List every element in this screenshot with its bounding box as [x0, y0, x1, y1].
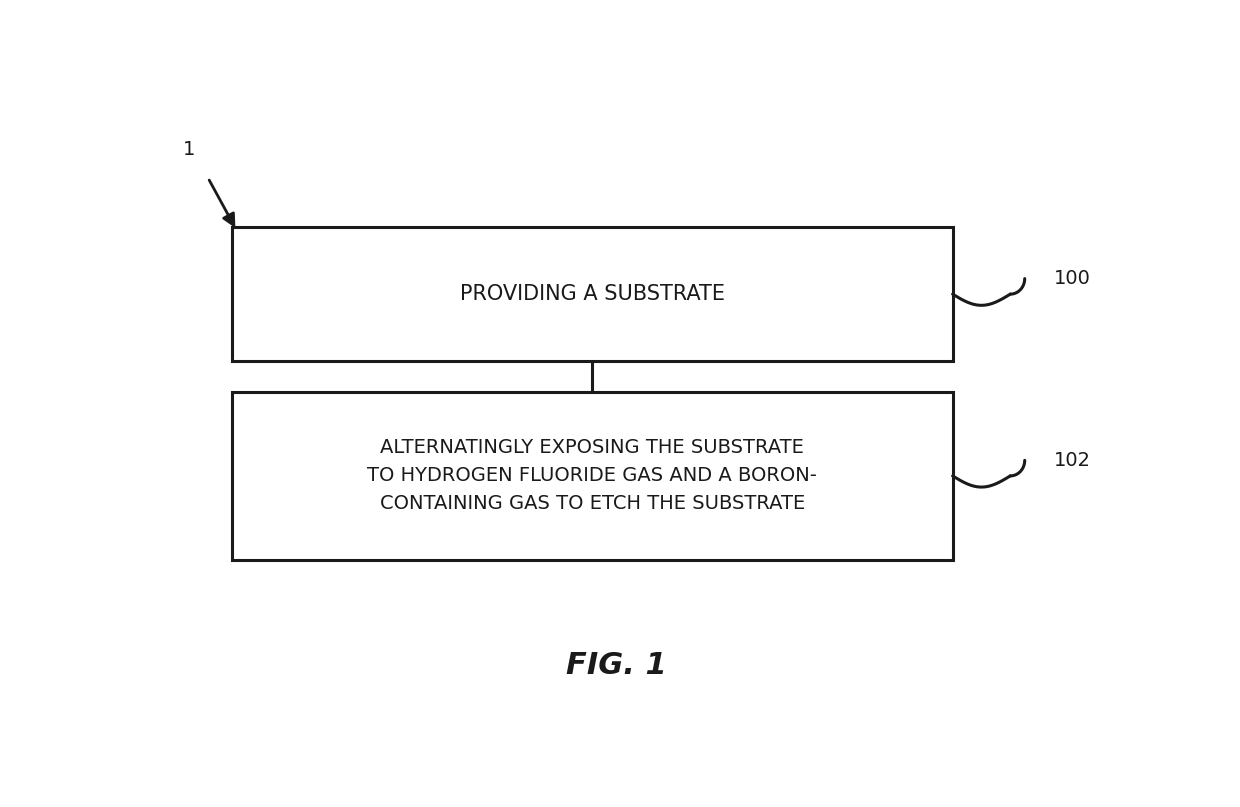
Text: PROVIDING A SUBSTRATE: PROVIDING A SUBSTRATE — [460, 284, 724, 304]
Text: 1: 1 — [182, 140, 195, 159]
Text: ALTERNATINGLY EXPOSING THE SUBSTRATE
TO HYDROGEN FLUORIDE GAS AND A BORON-
CONTA: ALTERNATINGLY EXPOSING THE SUBSTRATE TO … — [367, 438, 817, 513]
Bar — [232, 392, 952, 560]
Bar — [232, 228, 952, 361]
Text: 100: 100 — [1054, 269, 1090, 288]
Text: FIG. 1: FIG. 1 — [565, 651, 667, 680]
Text: 102: 102 — [1054, 451, 1090, 470]
